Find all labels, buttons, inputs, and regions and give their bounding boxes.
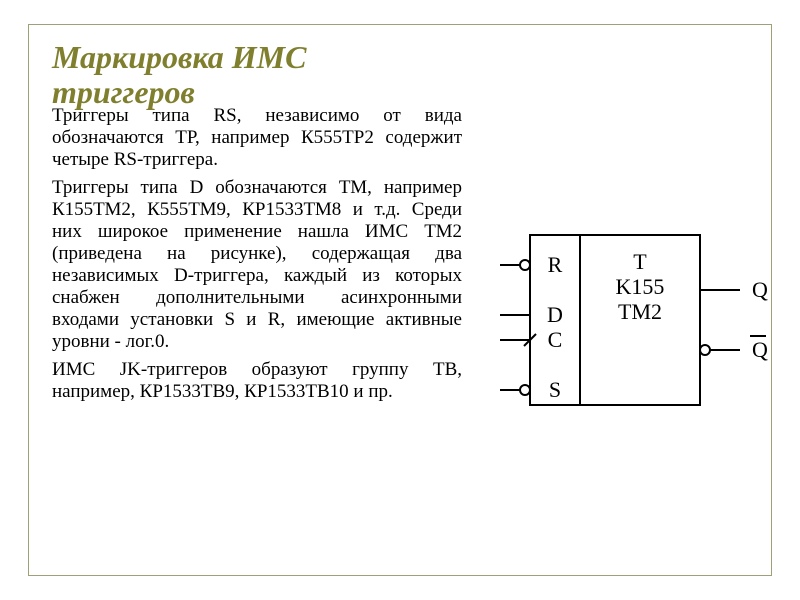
paragraph: ИМС JK-триггеров образуют группу ТВ, нап…: [52, 359, 462, 403]
paragraph: Триггеры типа D обозначаются ТМ, наприме…: [52, 177, 462, 353]
svg-text:T: T: [633, 249, 647, 274]
svg-text:R: R: [548, 252, 563, 277]
body-text: Триггеры типа RS, независимо от вида обо…: [52, 105, 462, 409]
svg-text:Q: Q: [752, 337, 768, 362]
ic-diagram: RDCS TK155TM2 Q Q: [490, 225, 770, 425]
svg-text:TM2: TM2: [618, 299, 662, 324]
paragraph: Триггеры типа RS, независимо от вида обо…: [52, 105, 462, 171]
svg-text:S: S: [549, 377, 561, 402]
svg-text:C: C: [548, 327, 563, 352]
svg-text:Q: Q: [752, 277, 768, 302]
svg-text:D: D: [547, 302, 563, 327]
svg-text:K155: K155: [616, 274, 665, 299]
title-line-1: Маркировка ИМС: [52, 40, 306, 75]
slide-title: Маркировка ИМС триггеров: [52, 40, 306, 110]
slide-page: Маркировка ИМС триггеров Триггеры типа R…: [0, 0, 800, 600]
ic-svg: RDCS TK155TM2 Q Q: [490, 225, 770, 425]
